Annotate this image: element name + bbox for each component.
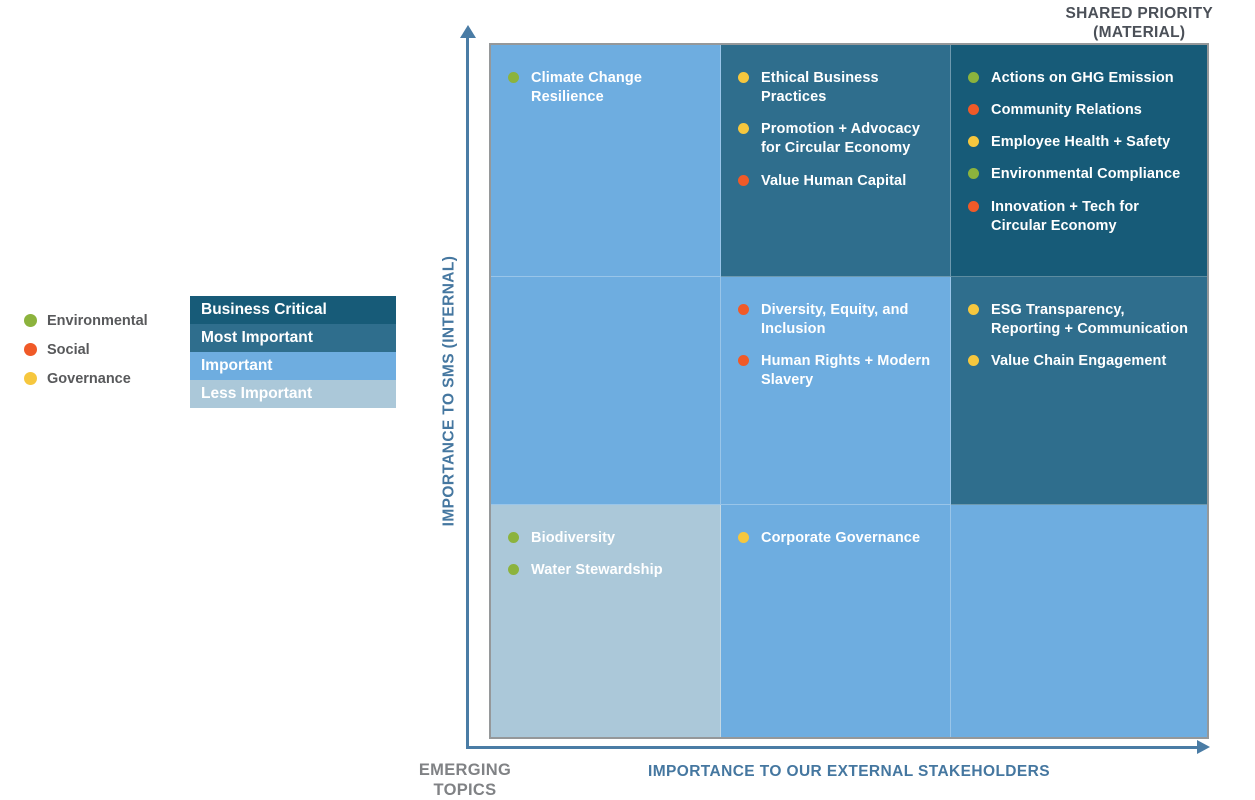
matrix-item-corporate-governance: Corporate Governance <box>738 529 936 548</box>
governance-dot-icon <box>738 123 749 135</box>
matrix-grid: Climate Change Resilience Ethical Busines… <box>489 43 1209 739</box>
environmental-dot-icon <box>968 72 979 83</box>
matrix-item-label: Human Rights + Modern Slavery <box>761 353 931 389</box>
social-dot-icon <box>738 174 749 186</box>
priority-level-important: Important <box>190 352 396 380</box>
y-axis-title: IMPORTANCE TO SMS (INTERNAL) <box>432 43 466 739</box>
matrix-item-label: Value Human Capital <box>761 172 907 189</box>
matrix-item-diversity-equity-and-inclusion: Diversity, Equity, and Inclusion <box>738 301 936 339</box>
legend-item-environmental: Environmental <box>24 306 148 335</box>
emerging-topics-line2: TOPICS <box>433 780 497 799</box>
social-dot-icon <box>968 200 979 212</box>
social-dot-icon <box>968 104 979 116</box>
governance-dot-icon <box>738 72 749 83</box>
matrix-item-community-relations: Community Relations <box>968 101 1193 120</box>
matrix-item-climate-change-resilience: Climate Change Resilience <box>508 69 706 107</box>
x-axis-title: IMPORTANCE TO OUR EXTERNAL STAKEHOLDERS <box>648 763 1050 780</box>
matrix-item-value-human-capital: Value Human Capital <box>738 172 936 191</box>
matrix-item-label: Ethical Business Practices <box>761 70 879 106</box>
matrix-item-label: Diversity, Equity, and Inclusion <box>761 302 909 338</box>
social-dot-icon <box>24 343 37 356</box>
governance-dot-icon <box>968 136 979 148</box>
cell-top-right: Actions on GHG Emission Community Relatio… <box>951 45 1207 277</box>
matrix-item-promotion-advocacy-for-circular-economy: Promotion + Advocacy for Circular Econom… <box>738 120 936 158</box>
cell-top-left: Climate Change Resilience <box>491 45 721 277</box>
cell-bottom-left: Biodiversity Water Stewardship <box>491 505 721 737</box>
matrix-item-label: Climate Change Resilience <box>531 70 642 106</box>
matrix-item-esg-transparency-reporting-communication: ESG Transparency, Reporting + Communicat… <box>968 301 1193 339</box>
matrix-item-label: Promotion + Advocacy for Circular Econom… <box>761 121 920 157</box>
y-axis-line <box>466 36 469 747</box>
legend-label-governance: Governance <box>47 370 131 387</box>
matrix-item-label: Community Relations <box>991 102 1142 119</box>
y-axis-arrow-icon <box>460 25 476 38</box>
social-dot-icon <box>738 355 749 367</box>
priority-level-business-critical: Business Critical <box>190 296 396 324</box>
y-axis-title-text: IMPORTANCE TO SMS (INTERNAL) <box>440 255 457 527</box>
shared-priority-line2: (MATERIAL) <box>1093 23 1186 41</box>
governance-dot-icon <box>968 355 979 367</box>
cell-middle-left <box>491 277 721 505</box>
matrix-item-label: Innovation + Tech for Circular Economy <box>991 198 1140 234</box>
environmental-dot-icon <box>24 314 37 327</box>
legend-item-social: Social <box>24 335 148 364</box>
cell-middle-center: Diversity, Equity, and Inclusion Human Ri… <box>721 277 951 505</box>
priority-key: Business Critical Most Important Important… <box>190 296 396 408</box>
shared-priority-line1: SHARED PRIORITY <box>1065 5 1213 22</box>
shared-priority-label: SHARED PRIORITY (MATERIAL) <box>1066 5 1213 42</box>
governance-dot-icon <box>24 372 37 385</box>
matrix-item-innovation-tech-for-circular-economy: Innovation + Tech for Circular Economy <box>968 198 1193 236</box>
matrix-item-label: ESG Transparency, Reporting + Communicat… <box>991 302 1189 338</box>
matrix-item-water-stewardship: Water Stewardship <box>508 561 706 580</box>
cell-bottom-center: Corporate Governance <box>721 505 951 737</box>
cell-bottom-right <box>951 505 1207 737</box>
x-axis-line <box>466 746 1199 749</box>
matrix-item-human-rights-modern-slavery: Human Rights + Modern Slavery <box>738 352 936 390</box>
x-axis-arrow-icon <box>1197 740 1210 754</box>
matrix-item-label: Employee Health + Safety <box>991 134 1171 151</box>
emerging-topics-line1: EMERGING <box>418 761 512 779</box>
matrix-item-label: Actions on GHG Emission <box>991 70 1174 86</box>
social-dot-icon <box>738 304 749 315</box>
environmental-dot-icon <box>508 532 519 543</box>
matrix-item-label: Water Stewardship <box>531 562 663 579</box>
matrix-item-label: Environmental Compliance <box>991 166 1181 183</box>
matrix-item-environmental-compliance: Environmental Compliance <box>968 165 1193 184</box>
cell-middle-right: ESG Transparency, Reporting + Communicat… <box>951 277 1207 505</box>
matrix-item-label: Biodiversity <box>531 530 616 546</box>
environmental-dot-icon <box>968 168 979 180</box>
matrix-item-value-chain-engagement: Value Chain Engagement <box>968 352 1193 371</box>
matrix-item-ethical-business-practices: Ethical Business Practices <box>738 69 936 107</box>
matrix-item-label: Corporate Governance <box>761 530 921 546</box>
governance-dot-icon <box>968 304 979 315</box>
category-legend: Environmental Social Governance <box>24 306 148 393</box>
legend-item-governance: Governance <box>24 364 148 393</box>
matrix-item-label: Value Chain Engagement <box>991 353 1167 370</box>
cell-top-center: Ethical Business Practices Promotion + Ad… <box>721 45 951 277</box>
matrix-item-employee-health-safety: Employee Health + Safety <box>968 133 1193 152</box>
emerging-topics-label: EMERGING TOPICS <box>405 761 525 800</box>
matrix-item-actions-on-ghg-emission: Actions on GHG Emission <box>968 69 1193 88</box>
priority-level-less-important: Less Important <box>190 380 396 408</box>
legend-label-environmental: Environmental <box>47 312 148 329</box>
legend-label-social: Social <box>47 341 90 358</box>
priority-level-most-important: Most Important <box>190 324 396 352</box>
environmental-dot-icon <box>508 564 519 576</box>
environmental-dot-icon <box>508 72 519 83</box>
matrix-item-biodiversity: Biodiversity <box>508 529 706 548</box>
governance-dot-icon <box>738 532 749 543</box>
